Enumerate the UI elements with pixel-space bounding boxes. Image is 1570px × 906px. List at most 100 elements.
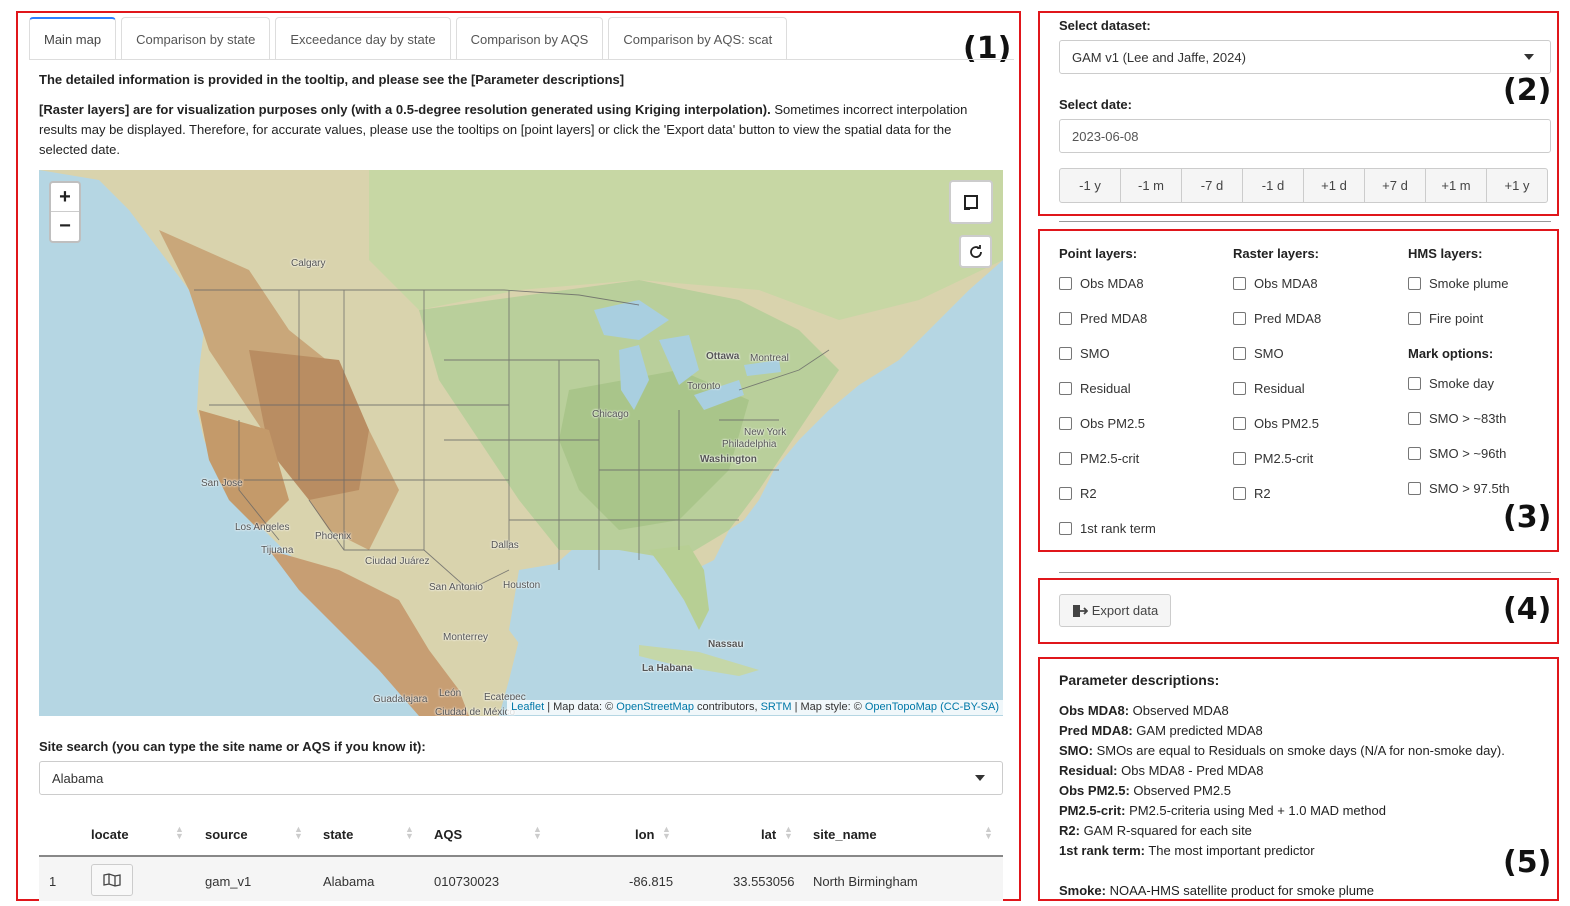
column-header-site-name[interactable]: site_name (813, 827, 877, 842)
attribution-otm-link[interactable]: OpenTopoMap (864, 701, 938, 713)
point-layer-pm25-crit[interactable]: PM2.5-crit (1059, 451, 1139, 466)
checkbox[interactable] (1233, 277, 1246, 290)
checkbox[interactable] (1059, 487, 1072, 500)
raster-layer-obs-mda8[interactable]: Obs MDA8 (1233, 276, 1318, 291)
attribution-mid: contributors, (693, 701, 761, 713)
point-layer-smo[interactable]: SMO (1059, 346, 1110, 361)
zoom-in-button[interactable]: + (51, 183, 79, 212)
sort-icon[interactable]: ▲ ▼ (662, 824, 671, 841)
raster-layer-residual[interactable]: Residual (1233, 381, 1305, 396)
sort-icon[interactable]: ▲ ▼ (784, 824, 793, 841)
param-desc-smoke: Smoke: NOAA-HMS satellite product for sm… (1059, 881, 1374, 901)
column-header-state[interactable]: state (323, 827, 354, 842)
mark-option-smo-96th[interactable]: SMO > ~96th (1408, 446, 1506, 461)
checkbox[interactable] (1408, 312, 1421, 325)
date-plus-1y-button[interactable]: +1 y (1486, 168, 1548, 203)
column-header-lon[interactable]: lon (635, 827, 655, 842)
checkbox[interactable] (1059, 452, 1072, 465)
fullscreen-button[interactable] (949, 180, 993, 224)
tab-comparison-by-aqs-scat[interactable]: Comparison by AQS: scat (608, 17, 788, 60)
date-minus-1d-button[interactable]: -1 d (1242, 168, 1304, 203)
checkbox[interactable] (1059, 417, 1072, 430)
column-header-locate[interactable]: locate (91, 827, 129, 842)
date-plus-1m-button[interactable]: +1 m (1425, 168, 1487, 203)
checkbox[interactable] (1059, 382, 1072, 395)
checkbox-label: SMO (1080, 346, 1110, 361)
checkbox[interactable] (1408, 447, 1421, 460)
raster-layer-r2[interactable]: R2 (1233, 486, 1271, 501)
param-def: The most important predictor (1144, 843, 1315, 858)
sort-icon[interactable]: ▲ ▼ (533, 824, 542, 841)
checkbox[interactable] (1059, 277, 1072, 290)
attribution-osm-link[interactable]: OpenStreetMap (616, 701, 694, 713)
mark-option-smoke-day[interactable]: Smoke day (1408, 376, 1494, 391)
date-minus-1y-button[interactable]: -1 y (1059, 168, 1121, 203)
tab-comparison-by-state[interactable]: Comparison by state (121, 17, 271, 60)
export-data-button[interactable]: Export data (1059, 594, 1171, 627)
param-desc-title-text: Parameter descriptions: (1059, 672, 1220, 688)
date-plus-7d-button[interactable]: +7 d (1364, 168, 1426, 203)
column-header-source[interactable]: source (205, 827, 248, 842)
dataset-select[interactable]: GAM v1 (Lee and Jaffe, 2024) (1059, 40, 1551, 74)
table-row[interactable] (39, 857, 1003, 901)
site-search-select[interactable]: Alabama (39, 761, 1003, 795)
tab-exceedance-day-by-state[interactable]: Exceedance day by state (275, 17, 451, 60)
hms-layer-smoke-plume[interactable]: Smoke plume (1408, 276, 1508, 291)
date-plus-1d-button[interactable]: +1 d (1303, 168, 1365, 203)
mark-option-smo-83th[interactable]: SMO > ~83th (1408, 411, 1506, 426)
attribution-cc-link[interactable]: (CC-BY-SA) (940, 701, 999, 713)
dataset-value: GAM v1 (Lee and Jaffe, 2024) (1072, 49, 1246, 65)
sort-icon[interactable]: ▲ ▼ (405, 824, 414, 841)
mark-option-smo-975th[interactable]: SMO > 97.5th (1408, 481, 1510, 496)
point-layer-obs-pm25[interactable]: Obs PM2.5 (1059, 416, 1145, 431)
date-input[interactable]: 2023-06-08 (1059, 119, 1551, 153)
point-layer-pred-mda8[interactable]: Pred MDA8 (1059, 311, 1147, 326)
chevron-down-icon (1524, 54, 1534, 60)
reset-view-button[interactable] (959, 235, 992, 268)
checkbox[interactable] (1408, 482, 1421, 495)
checkbox[interactable] (1408, 377, 1421, 390)
param-term: Residual: (1059, 763, 1118, 778)
point-layer-obs-mda8[interactable]: Obs MDA8 (1059, 276, 1144, 291)
raster-layer-smo[interactable]: SMO (1233, 346, 1284, 361)
annotation-box-4 (1038, 578, 1559, 644)
hms-layer-fire-point[interactable]: Fire point (1408, 311, 1483, 326)
raster-layer-pm25-crit[interactable]: PM2.5-crit (1233, 451, 1313, 466)
checkbox[interactable] (1408, 412, 1421, 425)
export-icon (1072, 604, 1088, 617)
date-minus-1m-button[interactable]: -1 m (1120, 168, 1182, 203)
checkbox[interactable] (1233, 347, 1246, 360)
column-header-lat[interactable]: lat (761, 827, 777, 842)
tab-main-map[interactable]: Main map (29, 17, 117, 60)
sort-icon[interactable]: ▲ ▼ (294, 824, 303, 841)
attribution-srtm-link[interactable]: SRTM (760, 701, 792, 713)
checkbox[interactable] (1233, 417, 1246, 430)
row-index: 1 (49, 874, 57, 889)
checkbox[interactable] (1233, 487, 1246, 500)
point-layer-1st-rank-term[interactable]: 1st rank term (1059, 521, 1156, 536)
site-search-label: Site search (you can type the site name … (39, 739, 426, 754)
attribution-leaflet-link[interactable]: Leaflet (511, 701, 545, 713)
point-layer-residual[interactable]: Residual (1059, 381, 1131, 396)
checkbox[interactable] (1059, 522, 1072, 535)
zoom-out-button[interactable]: − (59, 215, 71, 237)
checkbox[interactable] (1233, 382, 1246, 395)
checkbox[interactable] (1233, 452, 1246, 465)
checkbox[interactable] (1059, 347, 1072, 360)
checkbox[interactable] (1059, 312, 1072, 325)
city-label-ecatepec: Ecatepec (484, 692, 526, 703)
point-layer-r2[interactable]: R2 (1059, 486, 1097, 501)
checkbox[interactable] (1408, 277, 1421, 290)
tab-comparison-by-aqs[interactable]: Comparison by AQS (455, 17, 604, 60)
sort-icon[interactable]: ▲ ▼ (175, 824, 184, 841)
divider (1059, 221, 1551, 222)
raster-layer-obs-pm25[interactable]: Obs PM2.5 (1233, 416, 1319, 431)
locate-button[interactable] (91, 864, 133, 896)
column-header-aqs[interactable]: AQS (434, 827, 463, 842)
date-minus-7d-button[interactable]: -7 d (1181, 168, 1243, 203)
raster-layer-pred-mda8[interactable]: Pred MDA8 (1233, 311, 1321, 326)
sort-icon[interactable]: ▲ ▼ (984, 824, 993, 841)
checkbox[interactable] (1233, 312, 1246, 325)
leaflet-map[interactable]: Calgary Ottawa Montreal Toronto Chicago … (39, 170, 1003, 716)
fullscreen-icon (964, 195, 978, 210)
